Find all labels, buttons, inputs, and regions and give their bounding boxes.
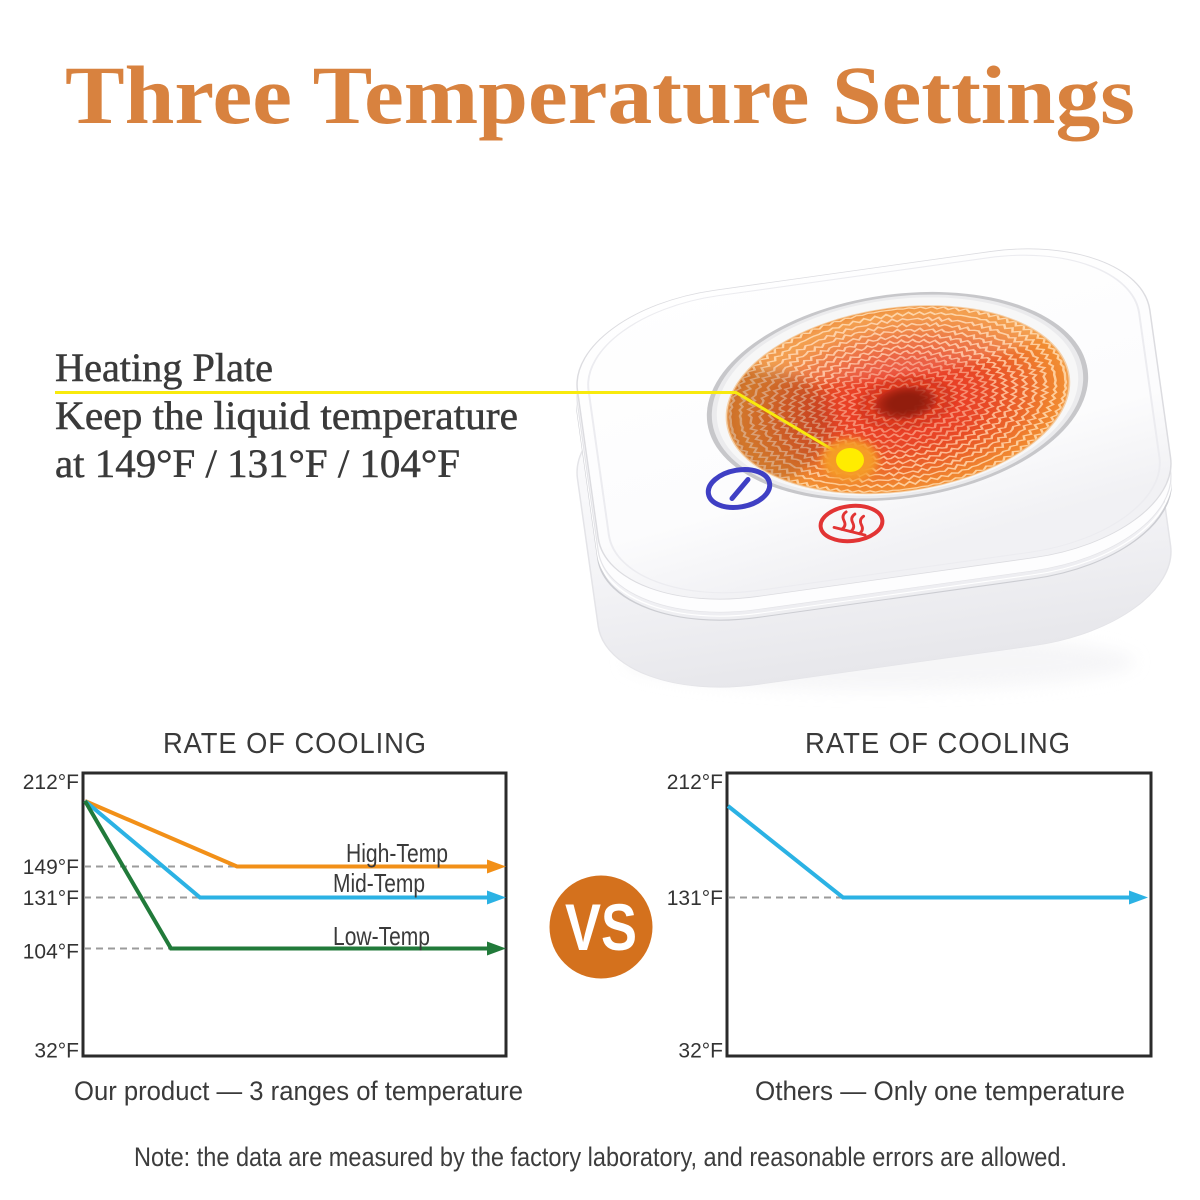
svg-text:High-Temp: High-Temp	[346, 838, 448, 868]
svg-text:131°F: 131°F	[23, 887, 79, 910]
svg-text:RATE OF COOLING: RATE OF COOLING	[163, 728, 427, 760]
svg-text:Three Temperature Settings: Three Temperature Settings	[65, 49, 1135, 141]
svg-text:Low-Temp: Low-Temp	[333, 921, 430, 951]
svg-text:Note: the data are measured by: Note: the data are measured by the facto…	[134, 1142, 1067, 1172]
svg-text:VS: VS	[565, 890, 637, 964]
svg-text:at 149°F / 131°F / 104°F: at 149°F / 131°F / 104°F	[55, 441, 460, 486]
svg-text:32°F: 32°F	[34, 1040, 79, 1063]
svg-text:32°F: 32°F	[678, 1040, 723, 1063]
svg-text:212°F: 212°F	[23, 771, 79, 794]
svg-text:131°F: 131°F	[667, 887, 723, 910]
svg-text:Mid-Temp: Mid-Temp	[333, 868, 425, 898]
svg-text:104°F: 104°F	[23, 941, 79, 964]
svg-text:Others — Only one temperature: Others — Only one temperature	[755, 1076, 1125, 1106]
svg-text:149°F: 149°F	[23, 856, 79, 879]
svg-text:Keep the liquid temperature: Keep the liquid temperature	[55, 393, 518, 438]
svg-text:Heating Plate: Heating Plate	[55, 345, 273, 390]
svg-text:RATE OF COOLING: RATE OF COOLING	[805, 728, 1071, 760]
svg-text:Our product — 3 ranges of temp: Our product — 3 ranges of temperature	[74, 1076, 523, 1106]
svg-text:212°F: 212°F	[667, 771, 723, 794]
